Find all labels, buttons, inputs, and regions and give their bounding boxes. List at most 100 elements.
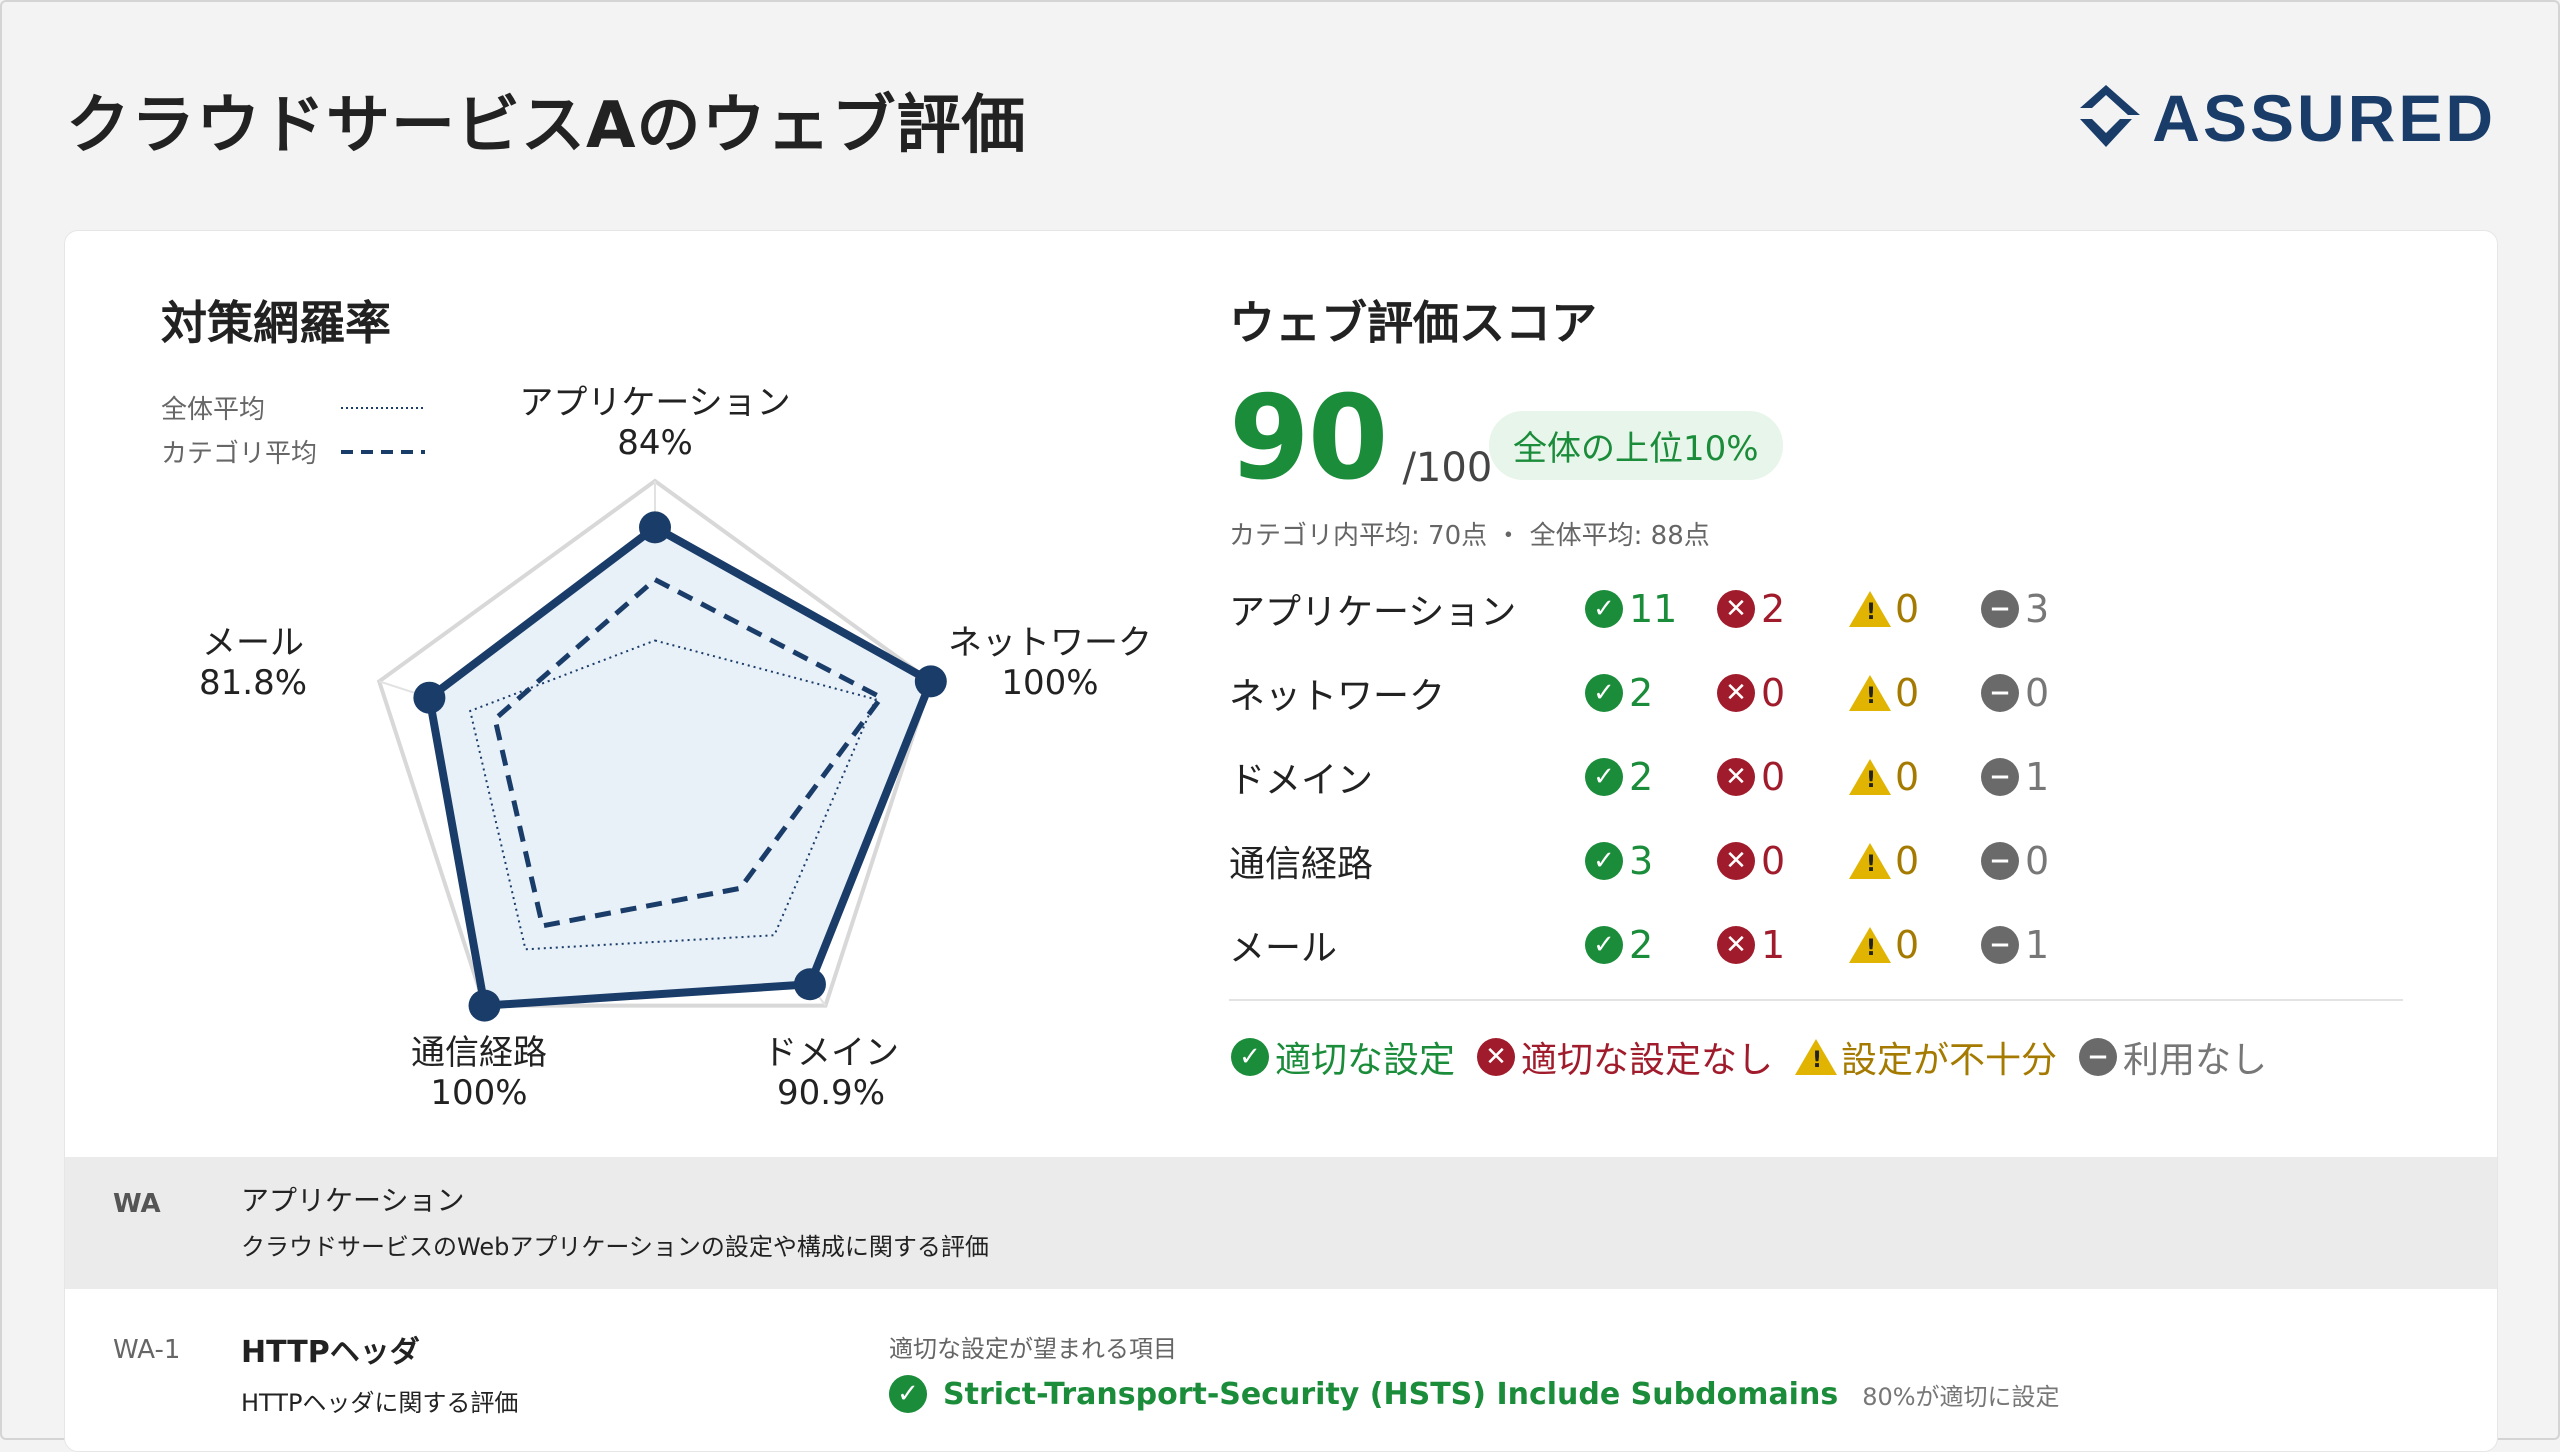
ok-count: ✓ 2 bbox=[1585, 755, 1717, 799]
warn-count-value: 0 bbox=[1895, 587, 1920, 631]
ng-count: ✕ 0 bbox=[1717, 755, 1849, 799]
ok-count-value: 2 bbox=[1629, 755, 1654, 799]
ok-count: ✓ 2 bbox=[1585, 671, 1717, 715]
ng-count-value: 0 bbox=[1761, 839, 1786, 883]
category-name: メール bbox=[1229, 928, 1338, 969]
ok-count-value: 2 bbox=[1629, 923, 1654, 967]
radar-series-category-average bbox=[492, 576, 885, 929]
coverage-title: 対策網羅率 bbox=[161, 296, 391, 350]
na-count-value: 0 bbox=[2025, 671, 2050, 715]
axis-name-route: 通信経路 bbox=[411, 1033, 547, 1073]
score-row-route: 通信経路 ✓ 3 ✕ 0 ! 0 −0 bbox=[1229, 831, 2113, 891]
legend-warn: ! 設定が不十分 bbox=[1795, 1031, 2057, 1083]
rank-badge: 全体の上位10% bbox=[1489, 411, 1783, 480]
na-count-value: 3 bbox=[2025, 587, 2050, 631]
item-name: HTTPヘッダ bbox=[241, 1335, 420, 1370]
axis-value-route: 100% bbox=[430, 1073, 528, 1113]
warn-count-value: 0 bbox=[1895, 923, 1920, 967]
warn-count: ! 0 bbox=[1849, 755, 1981, 799]
warn-count: ! 0 bbox=[1849, 671, 1981, 715]
ok-count: ✓ 11 bbox=[1585, 587, 1717, 631]
warning-icon: ! bbox=[1849, 843, 1891, 879]
score-max: /100 bbox=[1402, 445, 1493, 491]
score-row-application: アプリケーション ✓ 11 ✕ 2 ! 0 −3 bbox=[1229, 579, 2113, 639]
axis-value-domain: 90.9% bbox=[776, 1073, 885, 1113]
legend-na-label: 利用なし bbox=[2123, 1040, 2268, 1081]
axis-label-network: ネットワーク 100% bbox=[948, 623, 1152, 703]
ng-count: ✕ 0 bbox=[1717, 839, 1849, 883]
minus-icon: − bbox=[1981, 758, 2019, 796]
radar-series-service bbox=[425, 523, 935, 1010]
score-divider bbox=[1229, 999, 2403, 1001]
warn-count: ! 0 bbox=[1849, 587, 1981, 631]
axis-label-domain: ドメイン 90.9% bbox=[763, 1033, 899, 1113]
score-row-mail: メール ✓ 2 ✕ 1 ! 0 −1 bbox=[1229, 915, 2113, 975]
status-legend: ✓ 適切な設定 ✕ 適切な設定なし ! 設定が不十分 − 利用なし bbox=[1231, 1031, 2289, 1083]
radar-chart bbox=[376, 478, 947, 1022]
axis-value-mail: 81.8% bbox=[198, 663, 308, 703]
logo-text: ASSURED bbox=[2152, 81, 2496, 155]
score-averages: カテゴリ内平均: 70点 ・ 全体平均: 88点 bbox=[1229, 521, 1710, 551]
minus-icon: − bbox=[1981, 590, 2019, 628]
warn-count-value: 0 bbox=[1895, 839, 1920, 883]
axis-name-mail: メール bbox=[201, 623, 304, 663]
page-title: クラウドサービスAのウェブ評価 bbox=[66, 89, 1027, 163]
ng-count: ✕ 2 bbox=[1717, 587, 1849, 631]
radar-point-4 bbox=[468, 989, 501, 1022]
legend-overall-label: 全体平均 bbox=[161, 395, 266, 425]
item-subheading: 適切な設定が望まれる項目 bbox=[889, 1335, 1177, 1363]
ng-count-value: 1 bbox=[1761, 923, 1786, 967]
minus-icon: − bbox=[2079, 1038, 2118, 1076]
axis-label-route: 通信経路 100% bbox=[411, 1033, 547, 1113]
check-rate: 80%が適切に設定 bbox=[1862, 1382, 2060, 1411]
axis-value-application: 84% bbox=[617, 423, 693, 463]
section-description: クラウドサービスのWebアプリケーションの設定や構成に関する評価 bbox=[241, 1233, 989, 1261]
section-name: アプリケーション bbox=[241, 1184, 465, 1217]
check-icon: ✓ bbox=[1231, 1038, 1269, 1076]
na-count-value: 1 bbox=[2025, 923, 2050, 967]
minus-icon: − bbox=[1981, 842, 2019, 880]
ng-count-value: 0 bbox=[1761, 671, 1786, 715]
cross-icon: ✕ bbox=[1717, 590, 1755, 628]
category-name: 通信経路 bbox=[1229, 844, 1374, 885]
item-check: ✓ Strict-Transport-Security (HSTS) Inclu… bbox=[889, 1375, 2060, 1413]
legend-ok-label: 適切な設定 bbox=[1275, 1040, 1456, 1081]
check-icon: ✓ bbox=[1585, 758, 1623, 796]
evaluation-card: 対策網羅率 全体平均 カテゴリ平均 アプリケーション 84% ネットワーク 10… bbox=[64, 230, 2498, 1452]
na-count: −0 bbox=[1981, 839, 2113, 883]
warn-count-value: 0 bbox=[1895, 671, 1920, 715]
na-count: −3 bbox=[1981, 587, 2113, 631]
radar-point-1 bbox=[639, 511, 671, 544]
legend-warn-label: 設定が不十分 bbox=[1841, 1040, 2058, 1081]
radar-point-5 bbox=[413, 681, 446, 714]
score-title: ウェブ評価スコア bbox=[1229, 296, 1597, 350]
minus-icon: − bbox=[1981, 926, 2019, 964]
axis-label-application: アプリケーション 84% bbox=[519, 383, 790, 463]
section-header bbox=[65, 1157, 2497, 1289]
cross-icon: ✕ bbox=[1477, 1038, 1516, 1076]
score-value: 90 bbox=[1229, 371, 1388, 506]
legend-na: − 利用なし bbox=[2079, 1031, 2267, 1083]
warning-icon: ! bbox=[1849, 675, 1891, 711]
radar-point-3 bbox=[793, 968, 826, 1001]
na-count: −0 bbox=[1981, 671, 2113, 715]
ok-count-value: 2 bbox=[1629, 671, 1654, 715]
axis-name-domain: ドメイン bbox=[763, 1033, 899, 1073]
legend-ng-label: 適切な設定なし bbox=[1521, 1040, 1774, 1081]
warn-count: ! 0 bbox=[1849, 839, 1981, 883]
legend-ok: ✓ 適切な設定 bbox=[1231, 1031, 1455, 1083]
legend-ng: ✕ 適切な設定なし bbox=[1477, 1031, 1773, 1083]
score-display: 90 /100 bbox=[1229, 381, 1492, 497]
check-icon: ✓ bbox=[1585, 842, 1623, 880]
ok-count-value: 3 bbox=[1629, 839, 1654, 883]
cross-icon: ✕ bbox=[1717, 758, 1755, 796]
warning-icon: ! bbox=[1849, 759, 1891, 795]
axis-label-mail: メール 81.8% bbox=[199, 623, 307, 703]
na-count-value: 1 bbox=[2025, 755, 2050, 799]
check-icon: ✓ bbox=[889, 1375, 927, 1413]
check-name: Strict-Transport-Security (HSTS) Include… bbox=[943, 1376, 1839, 1412]
cross-icon: ✕ bbox=[1717, 842, 1755, 880]
na-count-value: 0 bbox=[2025, 839, 2050, 883]
minus-icon: − bbox=[1981, 674, 2019, 712]
warning-icon: ! bbox=[1795, 1039, 1838, 1075]
